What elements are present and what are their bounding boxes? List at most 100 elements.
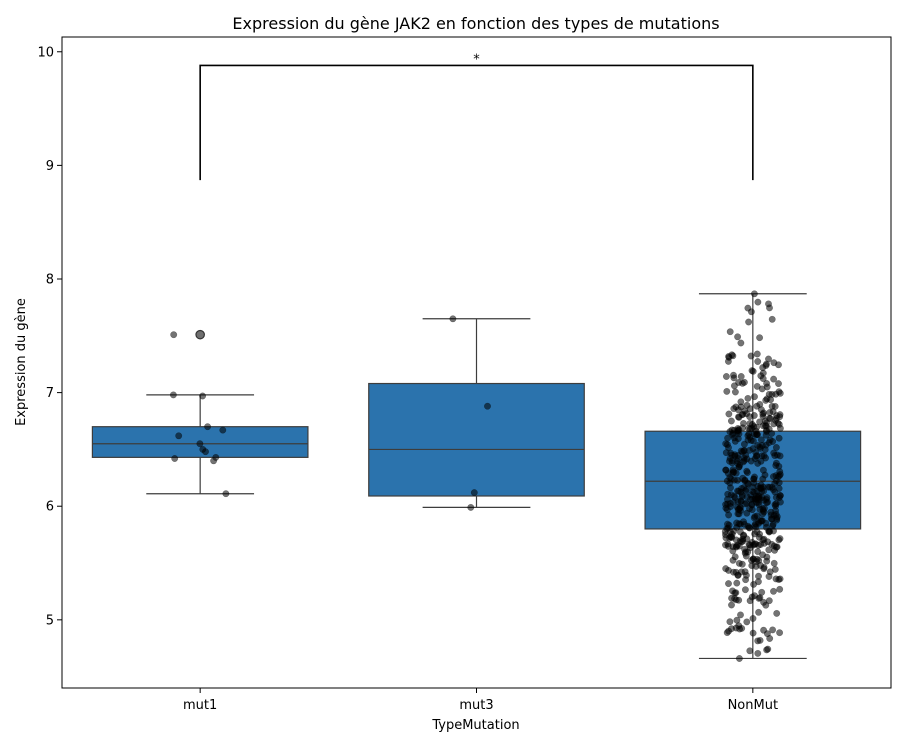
- data-point: [731, 494, 739, 501]
- data-point: [749, 615, 757, 622]
- data-point: [741, 568, 749, 576]
- data-point: [749, 437, 757, 445]
- data-point: [753, 350, 761, 358]
- data-point: [765, 414, 773, 422]
- data-point: [775, 361, 782, 369]
- data-point: [749, 629, 757, 637]
- data-point: [758, 385, 766, 393]
- data-point: [730, 382, 738, 390]
- data-point: [742, 576, 750, 584]
- data-point: [768, 402, 776, 410]
- data-point: [735, 505, 743, 513]
- data-point: [470, 489, 478, 497]
- data-point: [747, 308, 755, 316]
- data-point: [754, 637, 762, 645]
- data-point: [754, 298, 762, 306]
- x-tick-label: mut1: [183, 698, 217, 713]
- data-point: [749, 445, 757, 453]
- data-point: [737, 403, 745, 411]
- data-point: [727, 417, 735, 425]
- data-point: [772, 444, 780, 451]
- data-point: [763, 426, 770, 434]
- data-point: [722, 373, 730, 380]
- data-point: [772, 500, 780, 508]
- y-axis: 5 6 7 8 9 10: [37, 45, 62, 628]
- data-point: [735, 463, 743, 471]
- data-point: [733, 579, 741, 587]
- data-point: [754, 358, 762, 365]
- x-axis-label: TypeMutation: [431, 718, 519, 733]
- data-point: [729, 556, 737, 564]
- data-point: [770, 527, 777, 535]
- data-point: [737, 373, 745, 380]
- data-point: [728, 451, 736, 459]
- data-point: [767, 515, 775, 523]
- data-point: [756, 594, 764, 602]
- data-point: [743, 509, 751, 517]
- data-point: [758, 452, 766, 460]
- data-point: [746, 597, 754, 605]
- y-tick-label: 10: [37, 45, 54, 60]
- data-point: [775, 380, 782, 388]
- data-point: [764, 645, 772, 653]
- data-point: [729, 430, 737, 437]
- data-point: [769, 626, 777, 634]
- data-point: [760, 409, 768, 417]
- data-point: [756, 334, 764, 342]
- data-point: [752, 452, 760, 460]
- data-point: [735, 413, 742, 421]
- data-point: [740, 440, 748, 448]
- data-point: [768, 390, 776, 398]
- data-point: [210, 457, 218, 465]
- data-point: [755, 608, 763, 616]
- data-point: [743, 401, 751, 409]
- data-point: [765, 355, 772, 363]
- data-point: [726, 328, 734, 336]
- data-point: [775, 420, 783, 428]
- y-tick-label: 5: [46, 613, 54, 628]
- data-point: [776, 575, 784, 583]
- data-point: [725, 627, 733, 635]
- data-point: [770, 375, 778, 383]
- data-point: [760, 539, 768, 547]
- data-point: [747, 495, 754, 503]
- x-tick-label: NonMut: [728, 698, 778, 713]
- data-point: [742, 451, 750, 459]
- data-point: [734, 425, 742, 432]
- data-point: [171, 455, 179, 462]
- data-point: [728, 601, 735, 609]
- data-point: [725, 521, 733, 529]
- data-point: [728, 459, 736, 467]
- data-point: [725, 580, 732, 588]
- data-point: [736, 625, 744, 633]
- data-point: [752, 498, 760, 506]
- data-point: [728, 594, 736, 602]
- data-point: [467, 503, 475, 511]
- data-point: [219, 426, 227, 434]
- data-point: [729, 587, 736, 595]
- data-point: [726, 618, 734, 626]
- data-point: [743, 485, 750, 493]
- data-point: [734, 487, 741, 495]
- y-axis-label: Expression du gène: [14, 298, 29, 426]
- data-point: [758, 494, 766, 501]
- data-point: [734, 333, 742, 341]
- data-point: [771, 452, 779, 460]
- data-point: [746, 413, 754, 421]
- data-point: [771, 479, 779, 487]
- data-point: [722, 449, 730, 457]
- data-point: [751, 513, 759, 521]
- data-point: [757, 562, 765, 569]
- data-point: [723, 387, 731, 395]
- data-point: [776, 468, 784, 476]
- data-point: [733, 519, 741, 527]
- data-point: [776, 629, 784, 637]
- data-point: [763, 557, 771, 565]
- data-point: [729, 352, 737, 360]
- box-mut3: [368, 382, 585, 497]
- data-point: [737, 611, 744, 619]
- data-point: [744, 394, 752, 402]
- data-point: [726, 533, 734, 541]
- y-tick-label: 8: [46, 272, 54, 287]
